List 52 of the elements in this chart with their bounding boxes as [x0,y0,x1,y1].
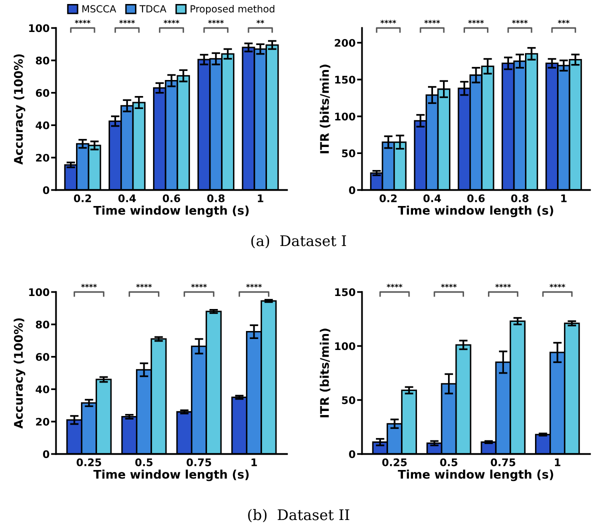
y-tick-label: 50 [342,149,356,158]
legend-label: MSCCA [82,5,116,13]
y-tick-label: 20 [36,418,50,426]
y-tick-label: 40 [36,385,50,394]
y-tick-label: 100 [335,112,356,120]
x-axis-title: Time window length (s) [398,470,554,482]
y-axis-title: Accuracy (100%) [14,318,26,429]
x-tick-label: 0.8 [207,194,225,202]
x-tick-label: 0.4 [423,194,441,202]
y-tick-label: 200 [334,38,356,47]
y-axis-title: Accuracy (100%) [14,54,26,165]
y-tick-label: 40 [36,121,50,130]
y-tick-label: 150 [335,76,356,84]
y-tick-label: 60 [36,89,50,97]
y-tick-label: 0 [43,450,50,458]
text: (b) Dataset II [248,508,350,522]
legend-label: Proposed method [190,4,274,14]
x-tick-label: 0.6 [162,194,180,202]
y-tick-label: 150 [335,288,356,296]
x-axis-title: Time window length (s) [398,206,554,218]
x-axis-title: Time window length (s) [93,206,249,218]
x-tick-label: 0.4 [118,194,136,202]
x-tick-label: 1 [561,194,567,202]
y-tick-label: 100 [29,288,50,296]
y-tick-label: 80 [36,56,50,65]
y-tick-label: 0 [349,186,356,194]
x-tick-label: 0.5 [440,458,458,466]
x-tick-label: 1 [554,458,560,466]
x-axis-title: Time window length (s) [93,470,249,482]
y-tick-label: 0 [349,450,356,458]
y-tick-label: 50 [342,396,356,404]
x-tick-label: 1 [258,194,264,202]
y-tick-label: 100 [29,24,50,32]
y-tick-label: 60 [36,353,50,361]
y-axis-title: ITR (bits/min) [320,328,330,418]
x-tick-label: 0.25 [382,458,407,466]
x-tick-label: 0.75 [490,458,516,466]
x-tick-label: 0.25 [76,458,102,466]
y-tick-label: 100 [335,342,356,350]
x-tick-label: 0.2 [74,194,91,202]
y-tick-label: 0 [43,186,50,194]
x-tick-label: 0.8 [511,194,528,202]
legend-label: TDCA [140,5,166,13]
x-tick-label: 0.5 [135,458,152,466]
y-tick-label: 80 [36,320,50,329]
text: (a) Dataset I [251,234,346,248]
x-tick-label: 1 [252,458,257,466]
y-axis-title: ITR (bits/min) [320,64,330,154]
x-tick-label: 0.2 [380,194,397,202]
y-tick-label: 20 [36,154,50,162]
x-tick-label: 0.75 [186,458,212,466]
x-tick-label: 0.6 [467,194,485,202]
